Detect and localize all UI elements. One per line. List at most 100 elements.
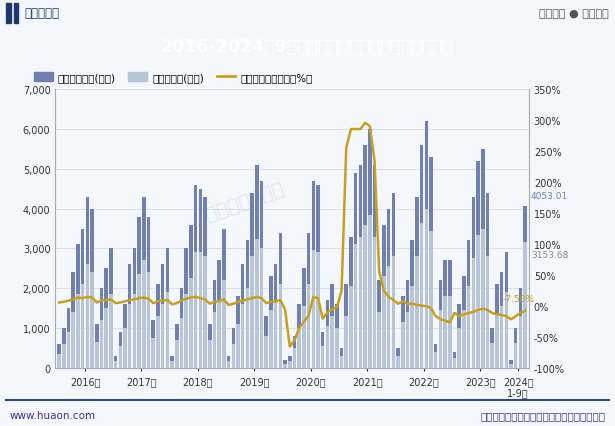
- Bar: [406, 281, 409, 368]
- Bar: [236, 297, 240, 368]
- Bar: [147, 273, 150, 368]
- Bar: [231, 328, 235, 368]
- Bar: [495, 315, 499, 368]
- Bar: [208, 325, 212, 368]
- Bar: [105, 269, 108, 368]
- Bar: [429, 157, 433, 368]
- Bar: [109, 249, 113, 368]
- Bar: [401, 297, 405, 368]
- Bar: [298, 328, 301, 368]
- Bar: [363, 145, 367, 368]
- Bar: [279, 285, 282, 368]
- Bar: [335, 305, 339, 368]
- Bar: [373, 165, 376, 368]
- Bar: [434, 353, 437, 368]
- Bar: [170, 361, 174, 368]
- Bar: [161, 305, 164, 368]
- Bar: [208, 341, 212, 368]
- Bar: [514, 343, 517, 368]
- Bar: [76, 295, 80, 368]
- Bar: [359, 237, 362, 368]
- Bar: [151, 339, 155, 368]
- Bar: [274, 265, 277, 368]
- Bar: [368, 130, 371, 368]
- Bar: [495, 285, 499, 368]
- Bar: [245, 241, 249, 368]
- Bar: [231, 344, 235, 368]
- Bar: [486, 257, 490, 368]
- Bar: [175, 341, 178, 368]
- Bar: [184, 295, 188, 368]
- Bar: [344, 285, 348, 368]
- Bar: [396, 348, 400, 368]
- Bar: [387, 267, 391, 368]
- Bar: [264, 317, 268, 368]
- Bar: [354, 245, 357, 368]
- Text: 4053.01: 4053.01: [531, 192, 568, 201]
- Bar: [67, 309, 70, 368]
- Bar: [354, 173, 357, 368]
- Bar: [298, 305, 301, 368]
- Bar: [392, 193, 395, 368]
- Bar: [123, 305, 127, 368]
- Bar: [453, 359, 456, 368]
- Bar: [349, 237, 353, 368]
- Bar: [467, 287, 470, 368]
- Bar: [344, 317, 348, 368]
- Bar: [241, 305, 245, 368]
- Bar: [217, 301, 221, 368]
- Bar: [213, 281, 216, 368]
- Bar: [175, 325, 178, 368]
- Bar: [180, 289, 183, 368]
- Bar: [472, 259, 475, 368]
- Text: 2016-2024年9月湖北省房地产投资额及住宅投资额: 2016-2024年9月湖北省房地产投资额及住宅投资额: [161, 38, 454, 56]
- Bar: [133, 249, 136, 368]
- Bar: [476, 161, 480, 368]
- Bar: [147, 217, 150, 368]
- Bar: [62, 328, 66, 368]
- Bar: [326, 327, 329, 368]
- Bar: [462, 277, 466, 368]
- Bar: [401, 322, 405, 368]
- Bar: [123, 328, 127, 368]
- Bar: [481, 149, 485, 368]
- Bar: [260, 181, 263, 368]
- Text: -7.50%: -7.50%: [502, 295, 534, 304]
- Bar: [312, 181, 315, 368]
- Bar: [222, 229, 226, 368]
- Bar: [161, 265, 164, 368]
- Bar: [514, 328, 517, 368]
- Bar: [443, 261, 447, 368]
- Bar: [194, 185, 197, 368]
- Bar: [293, 348, 296, 368]
- Bar: [458, 328, 461, 368]
- Bar: [213, 313, 216, 368]
- Bar: [424, 209, 428, 368]
- Bar: [448, 297, 451, 368]
- Text: 专业严谨 ● 客观科学: 专业严谨 ● 客观科学: [539, 9, 609, 19]
- Bar: [241, 265, 245, 368]
- Bar: [481, 229, 485, 368]
- Bar: [312, 251, 315, 368]
- Bar: [490, 328, 494, 368]
- Bar: [114, 361, 117, 368]
- Bar: [6, 4, 11, 23]
- Bar: [57, 354, 61, 368]
- Bar: [217, 261, 221, 368]
- Bar: [368, 215, 371, 368]
- Bar: [255, 165, 258, 368]
- Bar: [330, 317, 334, 368]
- Bar: [204, 197, 207, 368]
- Bar: [250, 257, 254, 368]
- Bar: [189, 225, 192, 368]
- Bar: [119, 347, 122, 368]
- Bar: [293, 337, 296, 368]
- Bar: [170, 357, 174, 368]
- Text: 数据来源：国家统计局，华经产业研究院整理: 数据来源：国家统计局，华经产业研究院整理: [481, 410, 606, 420]
- Bar: [114, 357, 117, 368]
- Text: 3153.68: 3153.68: [531, 251, 568, 260]
- Bar: [410, 287, 414, 368]
- Bar: [382, 225, 386, 368]
- Bar: [500, 273, 503, 368]
- Bar: [105, 309, 108, 368]
